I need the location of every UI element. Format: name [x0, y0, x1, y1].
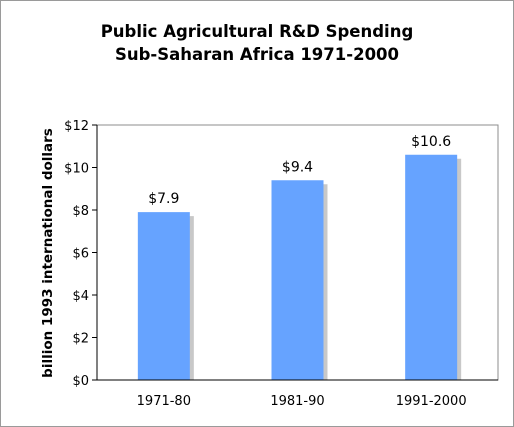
y-tick-label: $12 — [64, 119, 89, 134]
plot-area: $0 $2 $4 $6 $8 $10 $12 $7.9 1971-80 $9.4 1981-90 $1… — [64, 119, 499, 409]
bar — [405, 154, 458, 380]
y-tick-label: $0 — [72, 374, 89, 389]
x-tick-label: 1971-80 — [137, 394, 191, 409]
chart-title-line-2: Sub-Saharan Africa 1971-2000 — [114, 45, 400, 64]
bar — [271, 180, 324, 380]
y-tick-label: $8 — [72, 204, 89, 219]
chart-title-line-1: Public Agricultural R&D Spending — [100, 22, 414, 41]
bar-data-label: $7.9 — [148, 191, 179, 207]
y-tick-label: $2 — [72, 332, 89, 347]
x-tick-label: 1981-90 — [270, 394, 324, 409]
y-tick-label: $10 — [64, 162, 89, 177]
bar-data-label: $10.6 — [411, 134, 451, 150]
y-tick-label: $6 — [72, 247, 89, 262]
bar — [137, 212, 190, 380]
y-tick-label: $4 — [72, 289, 89, 304]
y-axis-label: billion 1993 international dollars — [40, 128, 56, 378]
x-tick-label: 1991-2000 — [396, 394, 467, 409]
bar-data-label: $9.4 — [282, 159, 313, 175]
